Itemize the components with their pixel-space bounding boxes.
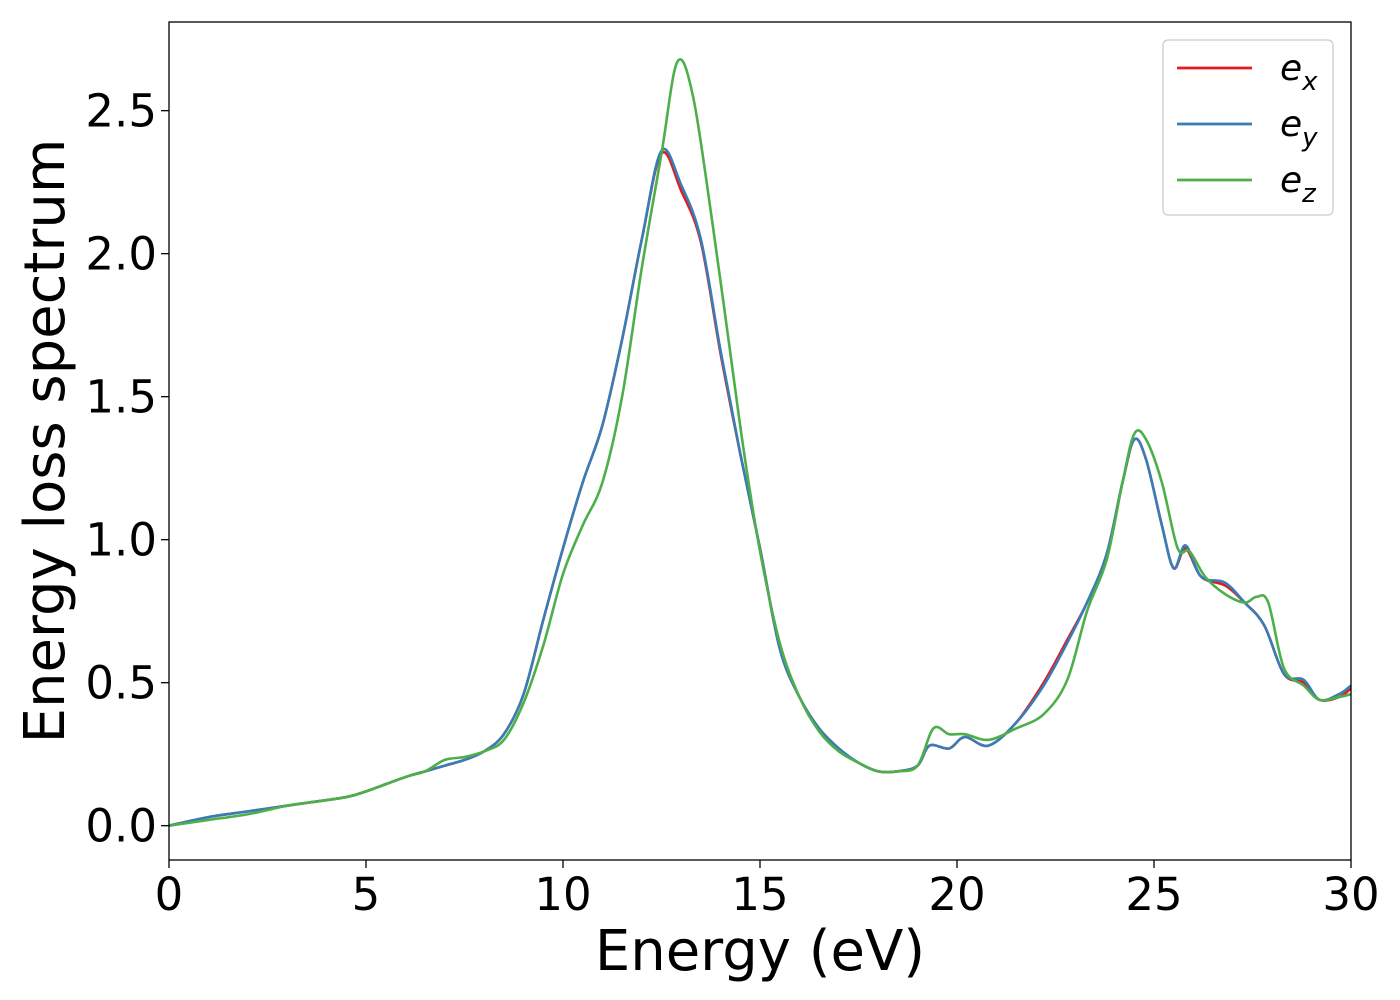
y-axis-title: Energy loss spectrum xyxy=(13,139,78,744)
series-line-y xyxy=(168,147,1352,827)
axis-ticks: 0 5 10 15 20 25 30 0.0 0.5 1.0 1.5 2.0 2.5 xyxy=(85,85,1379,921)
y-tick-label: 2.0 xyxy=(85,228,157,281)
x-tick-label: 30 xyxy=(1322,868,1379,921)
legend-label-x: ex xyxy=(1280,48,1318,97)
legend-label-y: ey xyxy=(1280,104,1318,153)
series-lines xyxy=(168,58,1352,827)
y-tick-label: 0.0 xyxy=(85,800,157,853)
legend: ex ey ez xyxy=(1162,39,1334,216)
y-tick-label: 0.5 xyxy=(85,657,157,710)
x-tick-label: 25 xyxy=(1125,868,1182,921)
x-axis-title: Energy (eV) xyxy=(595,919,925,984)
series-line-x xyxy=(168,150,1352,827)
legend-box xyxy=(1162,39,1334,216)
y-tick-label: 1.0 xyxy=(85,514,157,567)
y-tick-label: 1.5 xyxy=(85,371,157,424)
x-tick-label: 0 xyxy=(155,868,184,921)
legend-label-z: ez xyxy=(1280,160,1317,209)
y-tick-label: 2.5 xyxy=(85,85,157,138)
series-line-z xyxy=(168,58,1352,827)
x-tick-label: 15 xyxy=(731,868,788,921)
x-tick-label: 20 xyxy=(928,868,985,921)
x-tick-label: 10 xyxy=(534,868,591,921)
x-tick-label: 5 xyxy=(352,868,381,921)
